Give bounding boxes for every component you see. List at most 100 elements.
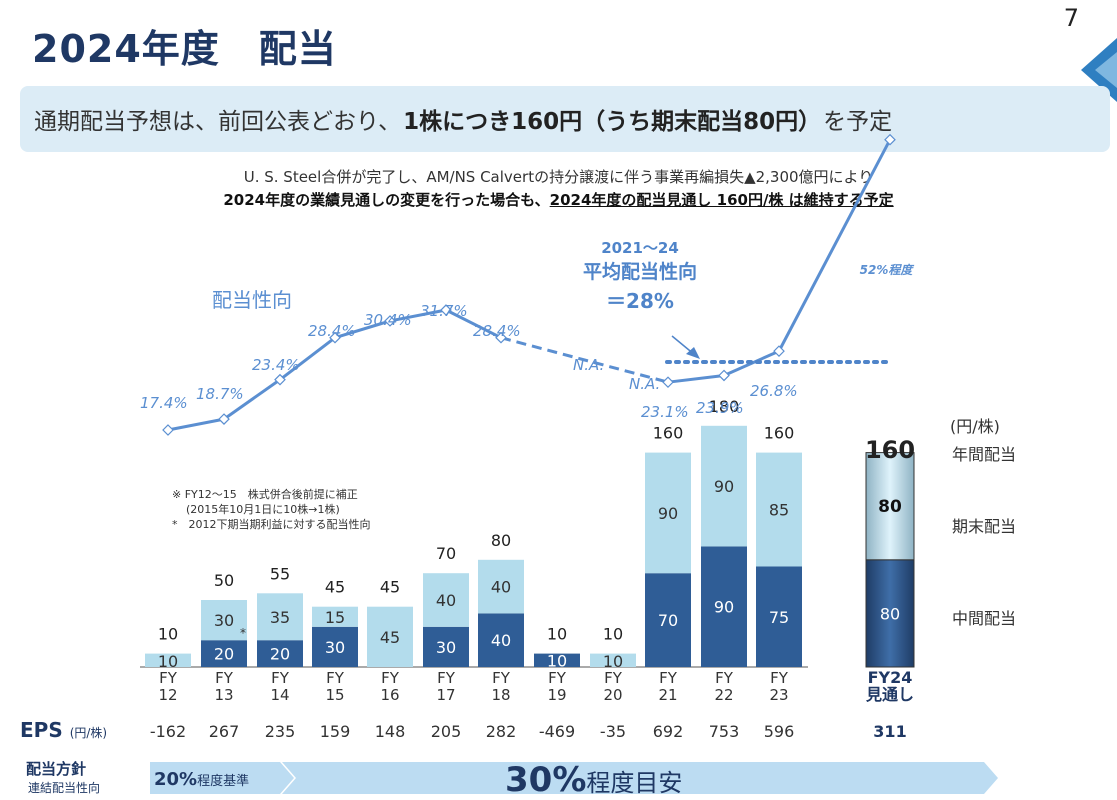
category-label-3-0: FY [326,669,345,687]
bar-final-5 [423,573,469,627]
payout-point-11 [773,345,785,357]
category-label-12-1: 見通し [865,685,914,704]
category-label-5-1: 17 [436,686,455,704]
policy-phase-1-text: 20%程度基準 [154,769,249,790]
category-label-7-0: FY [548,669,567,687]
bar-label-final-2: 35 [270,608,290,627]
policy-label: 配当方針 [26,760,87,778]
payout-point-10 [718,369,730,382]
bar-label-interim-5: 30 [436,638,456,657]
payout-segment-11 [777,139,892,352]
note-line-2: 2024年度の業績見通しの変更を行った場合も、2024年度の配当見通し 160円… [0,189,1117,210]
bar-label-final-8: 10 [603,652,623,671]
category-label-2-1: 14 [270,686,289,704]
annual-label-7: 10 [547,625,567,644]
avg-label-3: ＝28% [606,289,674,313]
payout-label-7: N.A. [573,356,604,374]
payout-segment-0 [167,417,225,432]
bar-interim-3 [312,626,358,667]
category-label-11-1: 23 [769,686,788,704]
bar-final-10 [701,425,747,547]
bar-final-3 [312,606,358,627]
bar-label-interim-10: 90 [714,598,734,617]
category-label-3-1: 15 [325,686,344,704]
annual-label-12: 160 [865,436,915,464]
bar-interim-12 [865,559,915,668]
bar-interim-11 [756,566,802,667]
payout-label-4: 30.4% [364,311,412,329]
category-label-9-0: FY [659,669,678,687]
payout-label-9: 23.1% [641,403,689,421]
legend-interim: 中間配当 [952,609,1016,628]
category-label-4-1: 16 [380,686,399,704]
policy-phase-2-text: 30%程度目安 [505,760,682,800]
category-label-8-1: 20 [603,686,622,704]
eps-label-text: EPS [20,718,63,742]
payout-title: 配当性向 [212,288,292,312]
annual-label-1: 50 [214,571,234,590]
annual-label-11: 160 [764,424,795,443]
banner-suffix: を予定 [823,109,893,135]
eps-value-8: -35 [600,722,626,741]
payout-label-8: N.A. [629,375,660,393]
category-label-11-0: FY [770,669,789,687]
bar-label-final-3: 15 [325,608,345,627]
payout-segment-2 [279,336,336,381]
payout-point-12 [884,133,896,146]
category-label-2-0: FY [271,669,290,687]
eps-value-9: 692 [653,722,684,741]
payout-label-6: 28.4% [473,322,521,340]
eps-value-5: 205 [431,722,462,741]
bar-final-9 [645,452,691,574]
payout-segment-3 [334,319,391,340]
policy-phase-1 [150,762,294,794]
payout-label-12: 52%程度 [860,263,915,277]
corner-decoration [1081,38,1117,102]
eps-value-6: 282 [486,722,517,741]
bar-interim-9 [645,573,691,667]
policy-phase-1-small: 程度基準 [197,773,249,789]
bar-label-interim-3: 30 [325,638,345,657]
bar-final-1 [201,600,247,641]
policy-phase-1-big: 20% [154,769,197,790]
category-label-6-0: FY [492,669,511,687]
bar-interim-6 [478,613,524,667]
annual-label-2: 55 [270,564,290,583]
category-label-0-1: 12 [158,686,177,704]
bar-label-final-12: 80 [878,497,902,517]
bar-final-11 [756,452,802,567]
bar-label-final-9: 90 [658,504,678,523]
bar-interim-7 [534,653,580,667]
bar-label-interim-12: 80 [880,604,900,623]
annual-label-9: 160 [653,424,684,443]
policy-sublabel: 連結配当性向 [28,781,101,795]
payout-point-9 [662,376,674,389]
payout-segment-1 [223,378,281,421]
note-line-1: U. S. Steel合併が完了し、AM/NS Calvertの持分譲渡に伴う事… [243,168,874,186]
legend-final: 期末配当 [952,517,1016,536]
payout-point-5 [440,304,452,316]
bar-label-interim-6: 40 [491,631,511,650]
category-label-1-1: 13 [214,686,233,704]
footnote-2: (2015年10月1日に10株→1株) [186,503,340,516]
bar-label-final-6: 40 [491,578,511,597]
bar-final-8 [590,653,636,667]
payout-label-11: 26.8% [750,382,798,400]
avg-arrow-head [686,347,700,359]
category-label-10-0: FY [715,669,734,687]
eps-value-4: 148 [375,722,406,741]
policy-phase-2-small: 程度目安 [586,769,682,797]
bar-final-0 [145,653,191,667]
bar-label-final-1: 30 [214,611,234,630]
bar-interim-1 [201,640,247,667]
bar-final-2 [257,593,303,641]
category-label-0-0: FY [159,669,178,687]
category-label-12-0: FY24 [868,668,913,687]
payout-point-0 [162,424,174,436]
annual-label-3: 45 [325,578,345,597]
payout-point-2 [274,373,286,386]
asterisk-mark: * [240,626,246,640]
bar-final-4 [367,606,413,667]
summary-banner: 通期配当予想は、前回公表どおり、 1株につき160円（うち期末配当80円） を予… [20,86,1110,152]
